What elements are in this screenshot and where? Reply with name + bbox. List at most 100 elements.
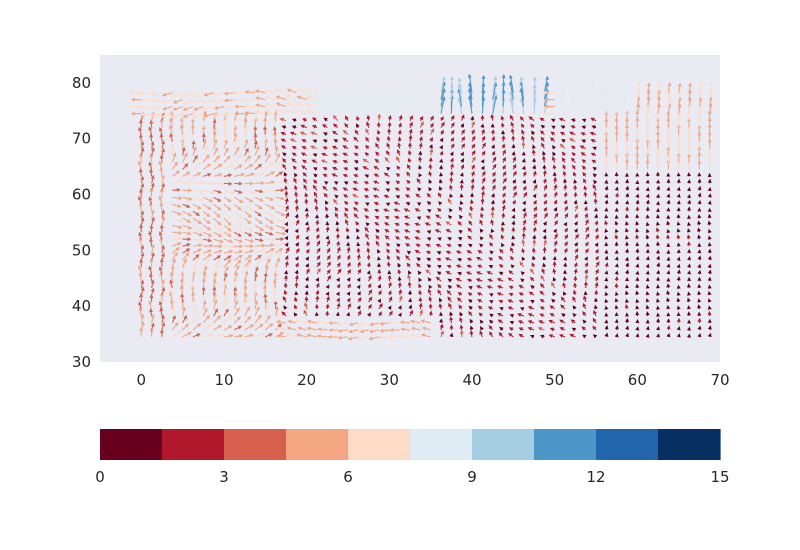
vector-arrow [594,289,599,296]
vector-arrow [542,164,547,170]
vector-arrow [305,276,309,282]
vector-arrow [676,186,681,191]
vector-arrow [466,257,473,262]
vector-arrow [280,131,287,136]
vector-arrow [140,286,145,296]
vector-arrow [676,305,681,310]
vector-arrow [311,117,318,122]
vector-arrow [501,135,506,142]
vector-arrow [159,236,164,247]
vector-arrow [356,284,361,290]
vector-arrow [449,311,454,317]
vector-arrow [543,104,555,109]
vector-arrow [326,254,331,261]
vector-arrow [698,80,703,93]
vector-arrow [656,269,661,275]
vector-arrow [592,184,597,191]
colorbar-segment [224,429,287,460]
vector-arrow [150,113,163,118]
vector-arrow [282,158,287,163]
vector-arrow [635,263,640,268]
vector-arrow [265,210,276,218]
vector-arrow [148,126,153,135]
vector-arrow [570,157,576,163]
vector-arrow [447,296,452,303]
vector-arrow [244,254,253,261]
vector-arrow [604,325,609,331]
vector-arrow [295,102,307,108]
vector-arrow [254,171,266,177]
vector-arrow [264,323,274,331]
vector-arrow [496,292,504,297]
vector-arrow [169,117,173,128]
vector-arrow [244,110,256,115]
vector-arrow [666,283,671,289]
vector-arrow [459,179,464,184]
vector-arrow [325,284,330,289]
vector-arrow [635,213,640,219]
vector-arrow [410,326,421,331]
vector-arrow [549,313,555,317]
vector-arrow [234,333,244,338]
vector-arrow [553,240,558,247]
vector-arrow [574,242,578,247]
vector-arrow [707,242,712,247]
vector-arrow [291,152,297,157]
vector-arrow [374,221,380,226]
vector-arrow [645,311,650,316]
vector-arrow [418,277,423,283]
vector-arrow [385,202,391,207]
vector-arrow [172,230,183,235]
vector-arrow [471,120,475,128]
vector-arrow [254,203,263,210]
vector-arrow [315,282,320,289]
vector-arrow [645,297,650,303]
vector-arrow [490,206,495,212]
vector-arrow [604,284,609,289]
vector-arrow [477,264,483,269]
vector-arrow [314,93,328,101]
vector-arrow [336,297,340,303]
vector-arrow [539,298,545,303]
vector-arrow [666,324,671,331]
vector-arrow [492,156,497,163]
vector-arrow [182,203,191,208]
vector-arrow [489,313,494,318]
vector-arrow [388,296,393,303]
vector-arrow [531,247,536,254]
vector-arrow [403,208,411,213]
vector-arrow [373,201,380,206]
vector-arrow [426,237,432,242]
vector-arrow [569,131,576,136]
vector-arrow [583,178,587,184]
vector-arrow [300,152,307,157]
vector-arrow [532,170,537,177]
vector-arrow [580,100,587,114]
vector-arrow [511,241,516,247]
vector-arrow [614,256,619,261]
vector-arrow [265,333,274,338]
vector-arrow [223,244,236,249]
vector-arrow [528,291,535,296]
vector-arrow [192,256,199,268]
vector-arrow [707,298,712,303]
vector-arrow [614,228,619,233]
vector-arrow [313,167,318,171]
vector-arrow [311,125,318,129]
vector-arrow [254,306,260,317]
vector-arrow [140,140,145,149]
vector-arrow [356,235,361,240]
vector-arrow [655,193,660,199]
vector-arrow [295,242,299,247]
vector-arrow [418,156,423,163]
vector-arrow [580,152,586,157]
vector-arrow [354,129,359,135]
vector-arrow [502,171,507,177]
vector-arrow [635,206,640,212]
vector-arrow [376,106,390,115]
vector-arrow [604,249,609,254]
vector-arrow [192,161,202,170]
vector-arrow [213,231,223,237]
vector-arrow [233,307,240,317]
vector-arrow [604,228,609,233]
